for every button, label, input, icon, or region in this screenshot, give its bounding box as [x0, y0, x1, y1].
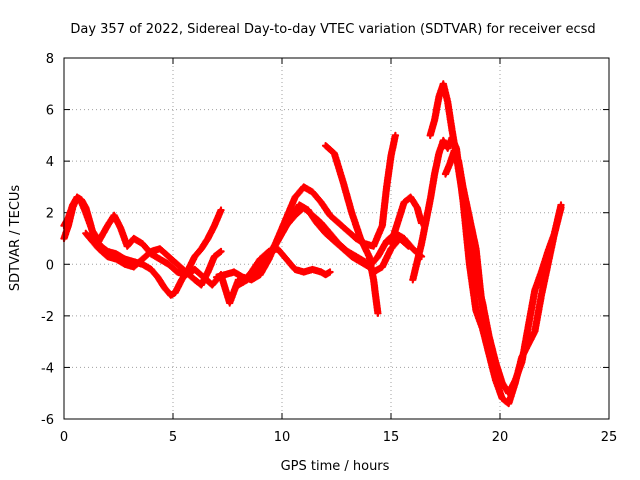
x-tick-label: 10 — [274, 430, 291, 445]
x-tick-label: 15 — [383, 430, 400, 445]
y-tick-label: 6 — [46, 104, 54, 119]
x-tick-label: 5 — [169, 430, 177, 445]
y-tick-label: -4 — [41, 361, 54, 376]
x-tick-label: 25 — [601, 430, 618, 445]
y-axis-label: SDTVAR / TECUs — [8, 185, 23, 292]
series-track-h — [321, 142, 382, 317]
x-axis-label: GPS time / hours — [281, 459, 390, 474]
y-tick-label: -6 — [41, 413, 54, 428]
plot-frame — [63, 57, 610, 420]
series-track-g — [256, 203, 413, 276]
y-tick-label: 4 — [46, 155, 54, 170]
series-track-i — [387, 193, 426, 248]
x-tick-label: 0 — [60, 430, 68, 445]
series-track-c — [82, 229, 225, 289]
series-track-k — [426, 80, 565, 397]
series-track-l — [441, 147, 489, 330]
y-tick-label: 0 — [46, 258, 54, 273]
chart-title: Day 357 of 2022, Sidereal Day-to-day VTE… — [70, 22, 595, 37]
x-tick-label: 20 — [492, 430, 509, 445]
y-tick-labels: -6 -4 -2 0 2 4 6 8 — [41, 52, 54, 428]
y-tick-label: 8 — [46, 52, 54, 67]
series-group — [60, 80, 565, 408]
x-tick-labels: 0 5 10 15 20 25 — [60, 430, 617, 445]
y-tick-label: 2 — [46, 207, 54, 222]
y-tick-label: -2 — [41, 310, 54, 325]
